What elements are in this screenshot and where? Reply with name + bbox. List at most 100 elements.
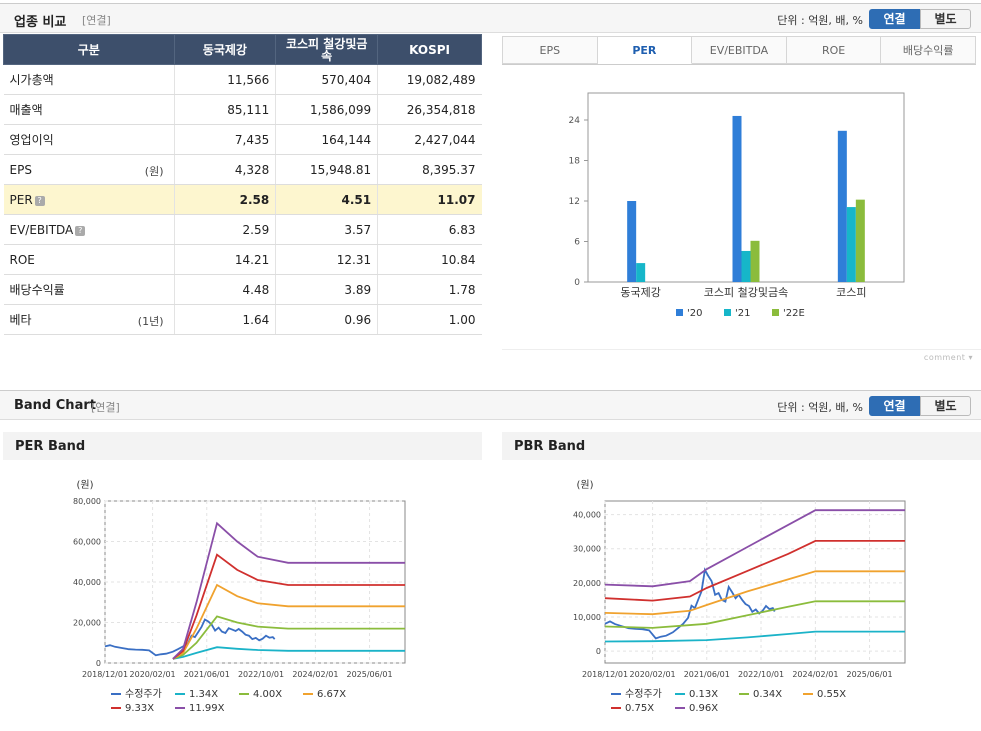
- tab-3[interactable]: ROE: [786, 36, 882, 64]
- y-axis-label: (원): [576, 479, 593, 491]
- table-row: EV/EBITDA? 2.59 3.57 6.83: [3, 214, 482, 245]
- column-header: KOSPI: [377, 34, 482, 65]
- x-tick-label: 2024/02/01: [292, 670, 338, 679]
- bar: [837, 130, 847, 282]
- legend-label: 0.34X: [753, 689, 782, 700]
- tab-1[interactable]: PER: [597, 36, 693, 64]
- legend-swatch: [724, 309, 731, 316]
- x-tick-label: 2018/12/01: [82, 670, 128, 679]
- column-header: 구분: [3, 34, 175, 65]
- y-tick-label: 60,000: [73, 538, 101, 547]
- column-header: 동국제강: [173, 34, 277, 65]
- y-tick-label: 30,000: [573, 545, 601, 554]
- y-tick-label: 20,000: [573, 579, 601, 588]
- x-tick-label: 2021/06/01: [184, 670, 230, 679]
- legend-label: '21: [735, 308, 750, 319]
- x-tick-label: 2024/02/01: [792, 670, 838, 679]
- series-line: [604, 570, 905, 616]
- legend-label: '22E: [783, 308, 805, 319]
- x-tick-label: 2018/12/01: [582, 670, 628, 679]
- y-tick-label: 24: [569, 116, 581, 126]
- help-icon[interactable]: ?: [75, 225, 86, 236]
- row-label: PER: [9, 192, 33, 207]
- section-title: Band Chart: [14, 398, 96, 413]
- table-row: 베타 (1년) 1.64 0.96 1.00: [3, 304, 482, 335]
- per-compare-chart: 0 6 12 18 24 동국제강 코스피 철강및금속 코스피 '20 '21 '22E: [569, 92, 905, 319]
- basis-toggle: 연결 별도: [869, 9, 971, 29]
- value-cell: 7,435: [173, 124, 276, 155]
- bar: [846, 207, 856, 282]
- x-tick-label: 2020/02/01: [130, 670, 176, 679]
- value-cell: 6.83: [377, 214, 482, 245]
- value-cell: 0.96: [275, 304, 378, 335]
- series-line: [604, 630, 905, 643]
- y-tick-label: 40,000: [573, 511, 601, 520]
- bar: [627, 201, 637, 282]
- separate-button[interactable]: 별도: [920, 9, 971, 29]
- legend-swatch: [676, 309, 683, 316]
- tab-2[interactable]: EV/EBITDA: [692, 36, 787, 64]
- basis-label: [연결]: [82, 14, 111, 27]
- x-tick-label: 2020/02/01: [630, 670, 676, 679]
- bar: [750, 240, 760, 282]
- tab-4[interactable]: 배당수익률: [881, 36, 976, 64]
- band-chart-header: Band Chart [연결] 단위 : 억원, 배, % 연결 별도: [0, 390, 981, 420]
- x-tick-label: 2022/10/01: [238, 670, 284, 679]
- table-row: 매출액 85,111 1,586,099 26,354,818: [3, 94, 482, 125]
- row-unit-note: (원): [144, 165, 164, 178]
- y-tick-label: 10,000: [573, 613, 601, 622]
- value-cell: 85,111: [173, 94, 276, 125]
- value-cell: 3.89: [275, 274, 378, 305]
- y-tick-label: 40,000: [73, 578, 101, 587]
- value-cell: 2.59: [173, 214, 276, 245]
- series-line: [104, 618, 276, 657]
- series-line: [172, 615, 405, 660]
- table-row: PER? 2.58 4.51 11.07: [3, 184, 482, 215]
- basis-label: [연결]: [91, 401, 120, 414]
- consolidated-button[interactable]: 연결: [869, 9, 920, 29]
- series-line: [172, 583, 405, 660]
- y-axis-label: (원): [76, 479, 93, 491]
- bar: [732, 115, 742, 282]
- basis-toggle: 연결 별도: [869, 396, 971, 416]
- value-cell: 1.00: [377, 304, 482, 335]
- value-cell: 570,404: [275, 64, 378, 95]
- row-label-cell: 배당수익률: [3, 274, 174, 305]
- value-cell: 1.64: [173, 304, 276, 335]
- series-line: [604, 509, 905, 588]
- row-label: 배당수익률: [9, 283, 65, 297]
- table-row: 시가총액 11,566 570,404 19,082,489: [3, 64, 482, 95]
- value-cell: 2,427,044: [377, 124, 482, 155]
- legend-label: 6.67X: [317, 689, 346, 700]
- value-cell: 8,395.37: [377, 154, 482, 185]
- value-cell: 12.31: [275, 244, 378, 275]
- table-row: 배당수익률 4.48 3.89 1.78: [3, 274, 482, 305]
- row-label-cell: 베타 (1년): [3, 304, 174, 335]
- value-cell: 14.21: [173, 244, 276, 275]
- plot-frame: [604, 500, 906, 664]
- value-cell: 11.07: [377, 184, 482, 215]
- separate-button[interactable]: 별도: [920, 396, 971, 416]
- legend-label: 4.00X: [253, 689, 282, 700]
- table-row: 영업이익 7,435 164,144 2,427,044: [3, 124, 482, 155]
- row-label: EV/EBITDA: [9, 222, 74, 237]
- table-header-row: 구분 동국제강 코스피 철강및금속 KOSPI: [3, 34, 482, 65]
- legend-label: 0.55X: [817, 689, 846, 700]
- consolidated-button[interactable]: 연결: [869, 396, 920, 416]
- value-cell: 1,586,099: [275, 94, 378, 125]
- row-unit-note: (1년): [137, 315, 164, 328]
- row-label: 시가총액: [9, 73, 54, 87]
- comment-toggle[interactable]: comment ▾: [923, 353, 973, 362]
- legend-label: 수정주가: [625, 688, 662, 700]
- value-cell: 19,082,489: [377, 64, 482, 95]
- row-label-cell: 영업이익: [3, 124, 174, 155]
- value-cell: 15,948.81: [275, 154, 378, 185]
- y-tick-label: 18: [569, 157, 581, 167]
- help-icon[interactable]: ?: [34, 195, 45, 206]
- row-label-cell: EV/EBITDA?: [3, 214, 174, 245]
- value-cell: 1.78: [377, 274, 482, 305]
- series-line: [604, 540, 905, 602]
- tab-0[interactable]: EPS: [502, 36, 598, 64]
- y-tick-label: 0: [574, 278, 580, 288]
